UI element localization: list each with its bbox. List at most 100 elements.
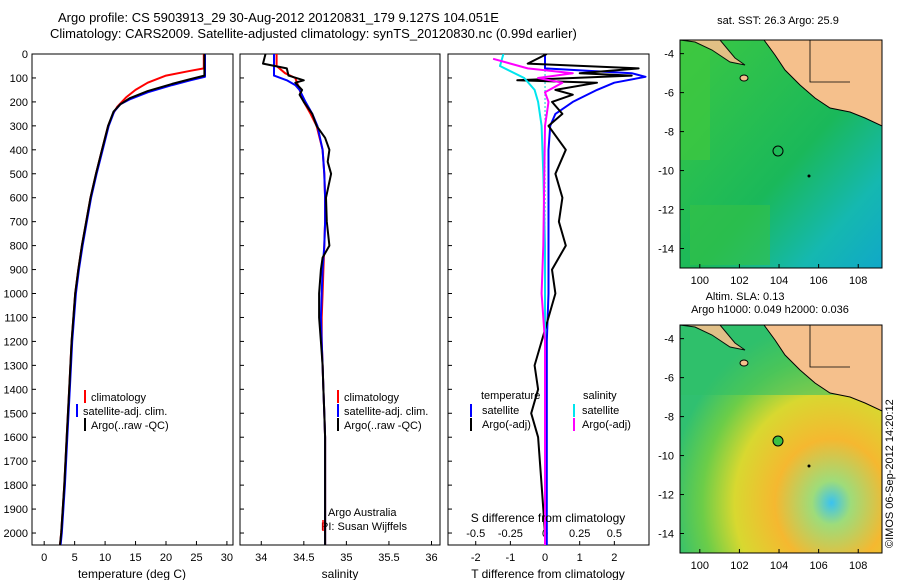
map-y-tick-label: -6: [664, 88, 674, 100]
map-x-tick-label: 102: [730, 275, 748, 287]
series-line: [59, 54, 205, 545]
x-tick-label: 35.5: [378, 552, 399, 564]
argo-position-marker: [772, 145, 784, 157]
difference-xlabel-top: S difference from climatology: [471, 511, 626, 525]
x-tick-label: 1: [577, 552, 583, 564]
map-x-tick-label: 100: [691, 560, 709, 572]
legend-climatology: climatology: [344, 392, 400, 404]
map-sla-axes: 100 102 104 106 108 -4 -6 -8 -10 -12 -14: [658, 334, 867, 572]
depth-tick-label: 2000: [4, 528, 28, 540]
map-y-tick-label: -4: [664, 334, 674, 346]
depth-tick-label: 500: [10, 169, 28, 181]
depth-tick-label: 600: [10, 193, 28, 205]
map-x-tick-label: 108: [849, 560, 867, 572]
map-x-tick-label: 100: [691, 275, 709, 287]
depth-tick-label: 1400: [4, 384, 28, 396]
temperature-panel: 0 5 10 15 20 25 30: [41, 54, 233, 564]
x-tick-label: 36: [425, 552, 437, 564]
depth-tick-label: 100: [10, 73, 28, 85]
temperature-legend: climatology satellite-adj. clim. Argo(..…: [76, 390, 169, 432]
legend-s-satellite: satellite: [582, 405, 619, 417]
s-tick-label: 0.25: [569, 528, 590, 540]
s-tick-label: -0.5: [466, 528, 485, 540]
depth-tick-label: 300: [10, 121, 28, 133]
x-tick-label: -2: [471, 552, 481, 564]
x-tick-label: 5: [72, 552, 78, 564]
temperature-xlabel: temperature (deg C): [78, 567, 186, 580]
map-sla-title-1: Altim. SLA: 0.13: [706, 291, 785, 303]
map-y-tick-label: -14: [658, 529, 674, 541]
legend-t-argo: Argo(-adj): [482, 419, 531, 431]
map-y-tick-label: -10: [658, 451, 674, 463]
x-tick-label: 20: [160, 552, 172, 564]
series-line: [262, 54, 333, 545]
x-tick-label: 34: [255, 552, 267, 564]
depth-tick-label: 1100: [4, 312, 28, 324]
x-tick-label: 30: [221, 552, 233, 564]
depth-axis: 0 100 200 300 400 500 600 700 800 900 1000 1100 1200…: [4, 49, 452, 540]
salinity-xlabel: salinity: [322, 567, 359, 580]
series-line: [59, 54, 206, 545]
x-tick-label: 0: [41, 552, 47, 564]
map-y-tick-label: -10: [658, 166, 674, 178]
map-y-tick-label: -12: [658, 490, 674, 502]
map-x-tick-label: 106: [809, 560, 827, 572]
depth-tick-label: 900: [10, 265, 28, 277]
map-sst-title: sat. SST: 26.3 Argo: 25.9: [717, 15, 839, 27]
series-line: [516, 54, 640, 545]
map-x-tick-label: 104: [770, 560, 788, 572]
map-sla: [679, 324, 883, 554]
temperature-panel-frame: [31, 53, 234, 546]
map-x-tick-label: 104: [770, 275, 788, 287]
depth-tick-label: 200: [10, 97, 28, 109]
map-y-tick-label: -14: [658, 244, 674, 256]
legend-satellite-adj: satellite-adj. clim.: [83, 406, 167, 418]
depth-tick-label: 1800: [4, 480, 28, 492]
series-line: [492, 57, 574, 545]
x-tick-label: 25: [190, 552, 202, 564]
s-tick-label: 0.5: [607, 528, 622, 540]
salinity-panel: 34 34.5 35 35.5 36: [255, 54, 438, 564]
x-tick-label: 2: [611, 552, 617, 564]
series-line: [544, 54, 647, 545]
legend-salinity-header: salinity: [583, 390, 617, 402]
x-tick-label: 0: [542, 552, 548, 564]
x-tick-label: 35: [340, 552, 352, 564]
legend-argo: Argo(..raw -QC): [344, 420, 422, 432]
credit-argo-australia: Argo Australia: [328, 507, 397, 519]
map-sst-axes: 100 102 104 106 108 -4 -6 -8 -10 -12 -14: [658, 49, 867, 287]
x-tick-label: 10: [99, 552, 111, 564]
depth-tick-label: 700: [10, 217, 28, 229]
depth-tick-label: 1200: [4, 336, 28, 348]
map-y-tick-label: -6: [664, 373, 674, 385]
depth-tick-label: 1600: [4, 432, 28, 444]
legend-climatology: climatology: [91, 392, 147, 404]
title-line-2: Climatology: CARS2009. Satellite-adjuste…: [50, 26, 577, 41]
legend-argo: Argo(..raw -QC): [91, 420, 169, 432]
depth-tick-label: 1700: [4, 456, 28, 468]
x-tick-label: 15: [129, 552, 141, 564]
difference-panel-frame: [447, 53, 650, 546]
series-line: [59, 54, 206, 545]
legend-temperature-header: temperature: [481, 390, 540, 402]
depth-tick-label: 1500: [4, 408, 28, 420]
salinity-panel-frame: [239, 53, 441, 546]
difference-xlabel: T difference from climatology: [471, 567, 625, 580]
depth-tick-label: 1900: [4, 504, 28, 516]
title-line-1: Argo profile: CS 5903913_29 30-Aug-2012 …: [58, 10, 499, 25]
difference-panel: -2 -1 0 1 2-0.5 -0.25 0 0.25 0.5: [466, 54, 647, 564]
legend-s-argo: Argo(-adj): [582, 419, 631, 431]
depth-tick-label: 1300: [4, 360, 28, 372]
difference-legend: temperature salinity satellite Argo(-adj…: [470, 390, 631, 431]
depth-tick-label: 1000: [4, 289, 28, 301]
map-sla-title-2: Argo h1000: 0.049 h2000: 0.036: [691, 304, 849, 316]
map-x-tick-label: 108: [849, 275, 867, 287]
legend-satellite-adj: satellite-adj. clim.: [344, 406, 428, 418]
map-x-tick-label: 106: [809, 275, 827, 287]
x-tick-label: 34.5: [293, 552, 314, 564]
map-y-tick-label: -4: [664, 49, 674, 61]
argo-position-marker: [772, 435, 784, 447]
salinity-legend: climatology satellite-adj. clim. Argo(..…: [337, 390, 428, 432]
x-tick-label: -1: [505, 552, 515, 564]
